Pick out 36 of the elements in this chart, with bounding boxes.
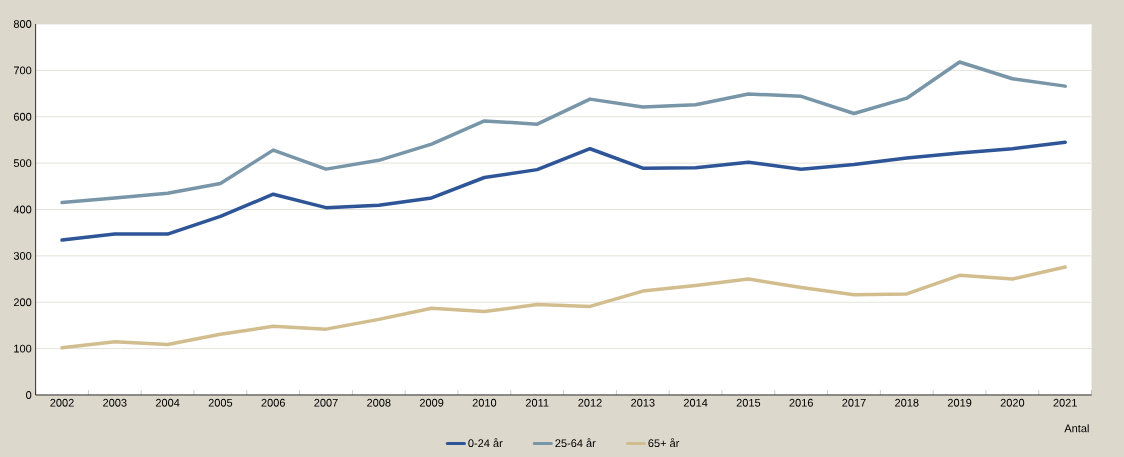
x-tick-label: 2007 xyxy=(314,398,338,407)
line-series xyxy=(60,140,1067,242)
x-tick-label: 2018 xyxy=(895,398,919,407)
x-tick-label: 2015 xyxy=(736,398,761,407)
text: Antal xyxy=(1064,424,1089,433)
y-tick-label: 100 xyxy=(14,344,32,353)
x-tick-label: 2010 xyxy=(472,398,497,407)
x-tick-label: 2016 xyxy=(789,398,813,407)
x-tick-label: 2013 xyxy=(631,398,655,407)
legend-label: 0-24 år xyxy=(468,438,503,448)
x-tick-label: 2004 xyxy=(155,398,180,407)
x-tick-label: 2017 xyxy=(842,398,866,407)
x-tick-label: 2005 xyxy=(208,398,233,407)
x-tick-label: 2006 xyxy=(261,398,285,407)
line-series xyxy=(60,60,1067,205)
y-tick-label: 800 xyxy=(13,20,32,28)
x-tick-label: 2021 xyxy=(1053,398,1077,407)
y-tick-label: 300 xyxy=(13,251,32,260)
x-tick-label: 2009 xyxy=(419,398,444,407)
y-tick-label: 400 xyxy=(13,205,32,214)
x-tick-label: 2008 xyxy=(367,398,391,407)
x-tick-label: 2003 xyxy=(103,398,127,407)
x-tick-label: 2011 xyxy=(525,398,549,407)
line-series xyxy=(60,265,1067,350)
x-tick-label: 2014 xyxy=(683,398,708,407)
legend-label: 65+ år xyxy=(648,438,680,448)
y-tick-label: 200 xyxy=(13,298,32,307)
y-tick-label: 0 xyxy=(26,391,32,399)
x-tick-label: 2020 xyxy=(1000,398,1025,407)
x-tick-label: 2019 xyxy=(947,398,972,407)
y-tick-label: 500 xyxy=(13,159,32,168)
y-tick-label: 600 xyxy=(13,112,32,121)
y-tick-label: 700 xyxy=(13,66,32,75)
x-tick-label: 2002 xyxy=(50,398,74,407)
x-tick-label: 2012 xyxy=(578,398,602,407)
legend-label: 25-64 år xyxy=(555,438,596,448)
